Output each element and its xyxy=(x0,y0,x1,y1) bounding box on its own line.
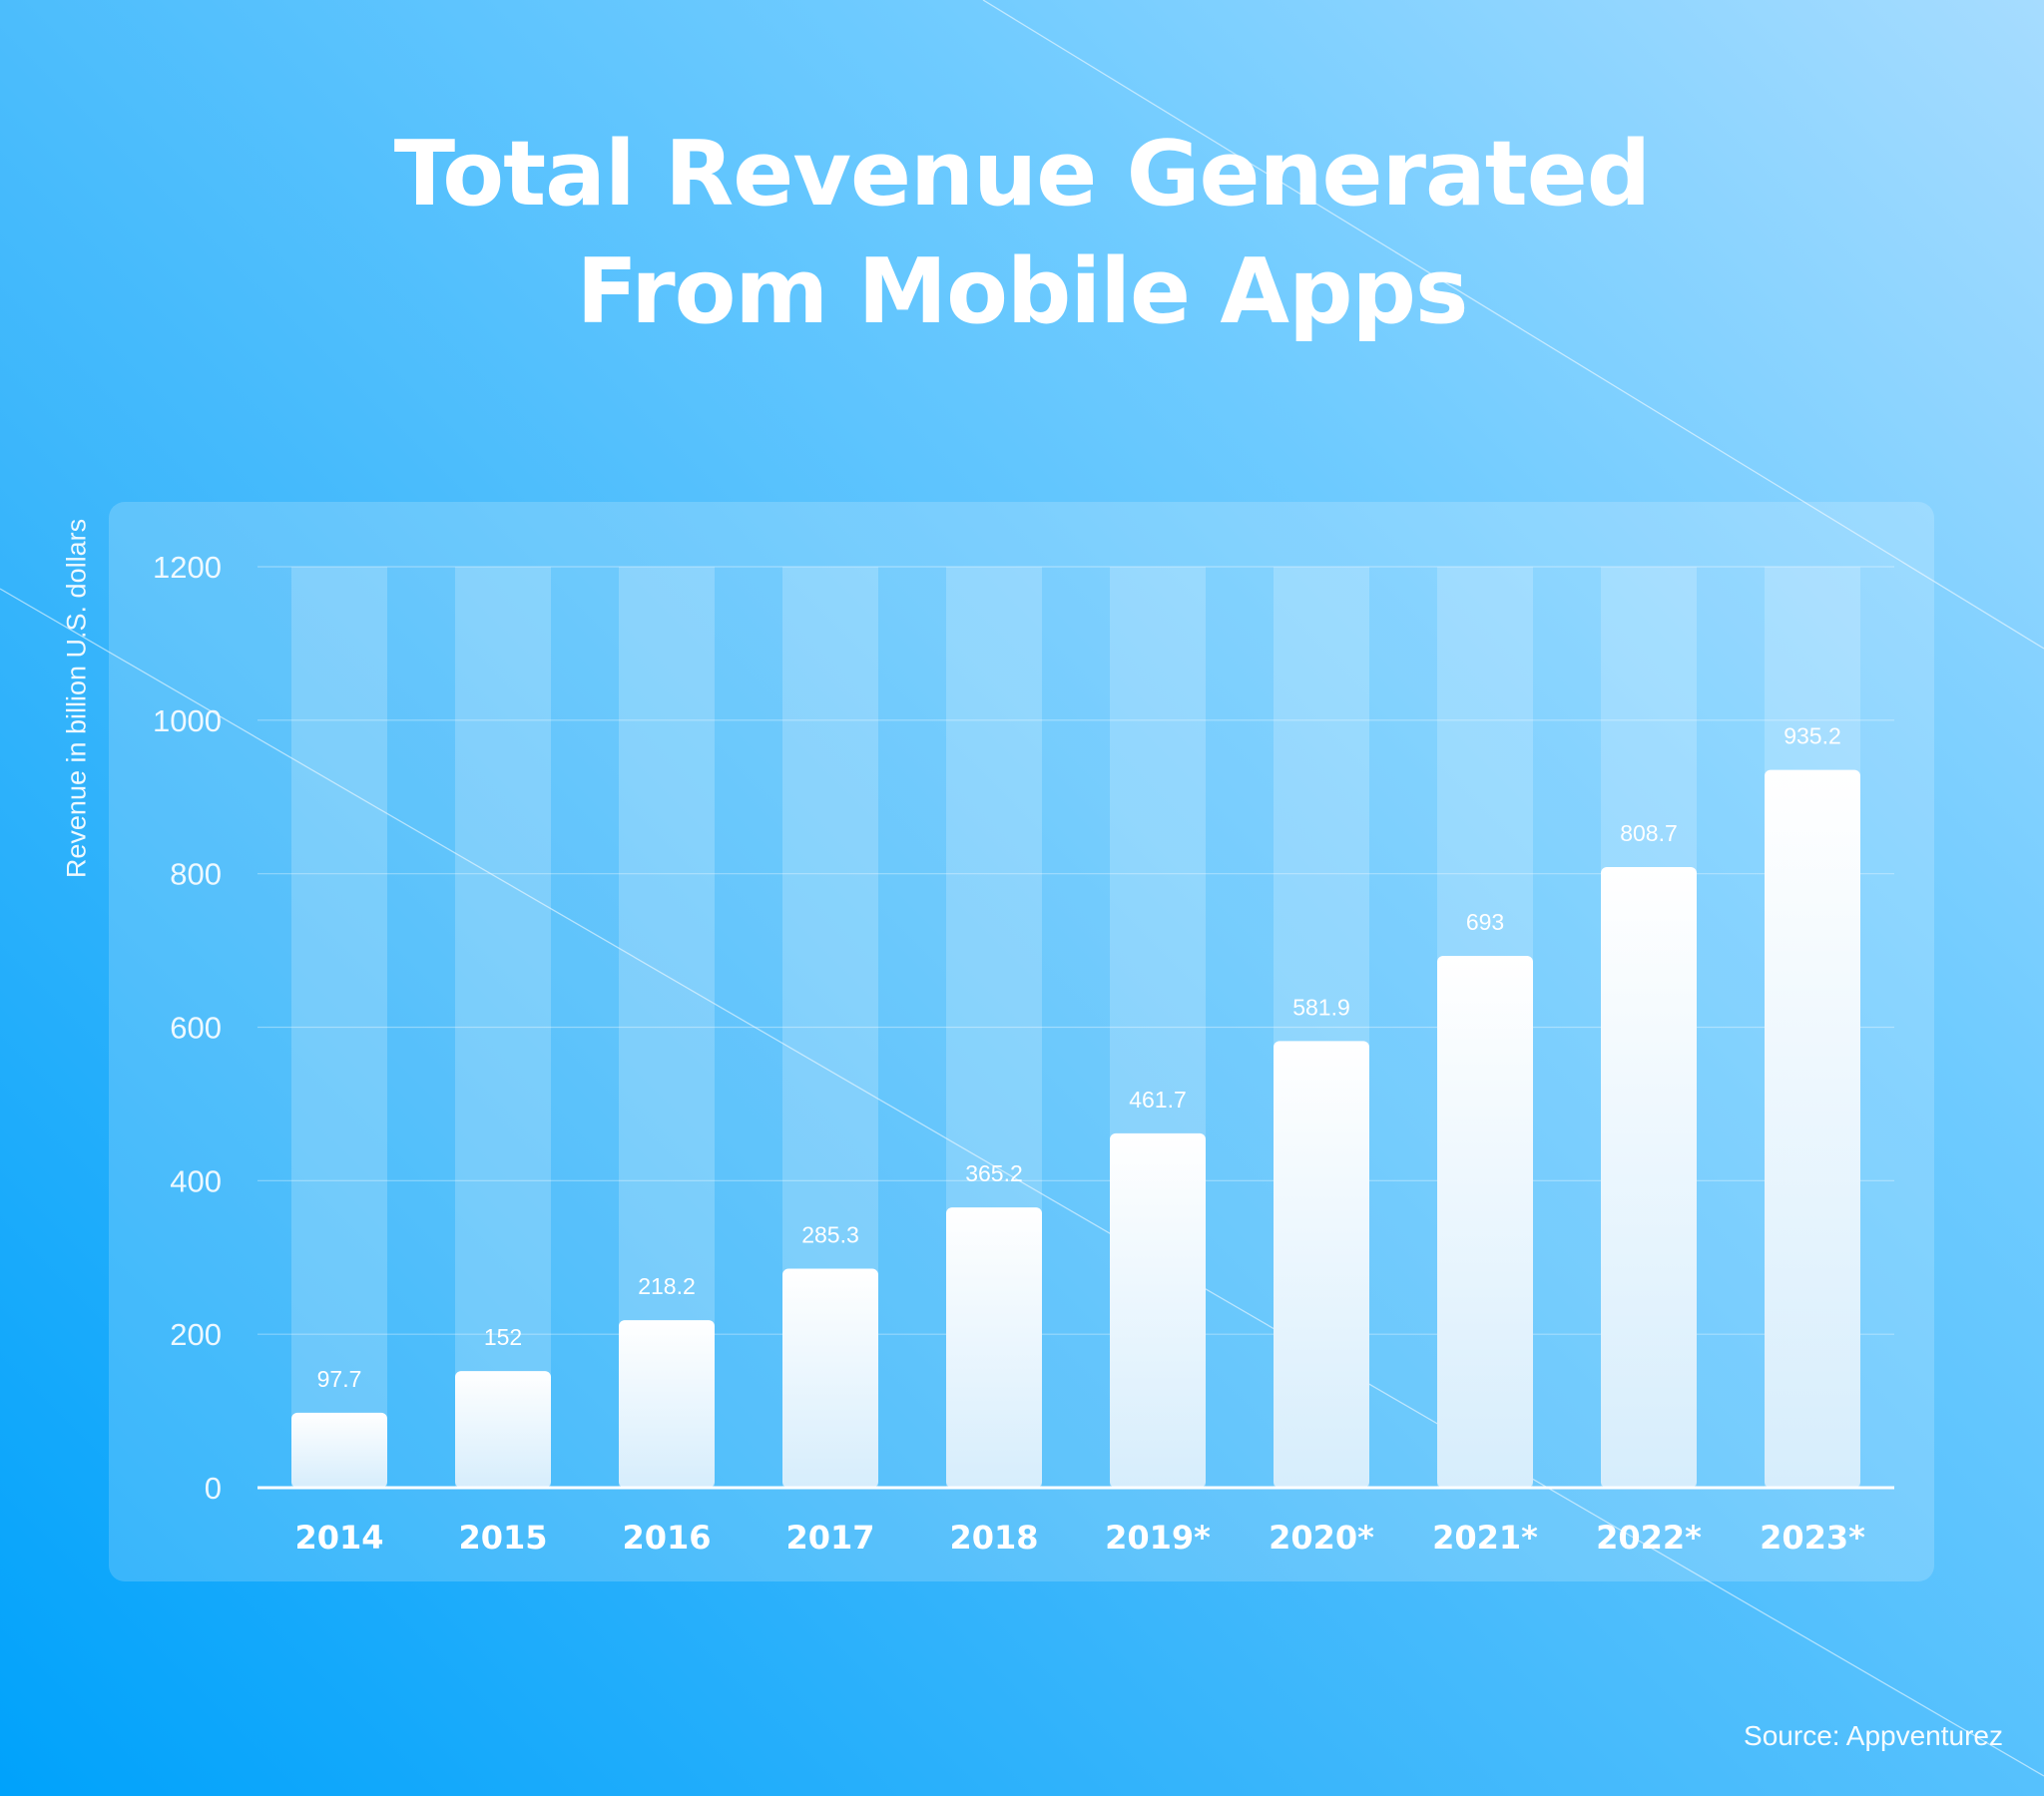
x-tick-label: 2014 xyxy=(294,1519,383,1557)
bar xyxy=(455,1371,551,1488)
chart-title-line-1: Total Revenue Generated xyxy=(393,122,1651,226)
bar-track xyxy=(291,567,387,1488)
x-tick-label: 2018 xyxy=(949,1519,1038,1557)
x-tick-label: 2017 xyxy=(785,1519,874,1557)
data-label: 808.7 xyxy=(1620,820,1678,846)
y-tick-label: 600 xyxy=(170,1011,222,1046)
bar-track xyxy=(455,567,551,1488)
bar xyxy=(1437,955,1533,1488)
x-tick-label: 2023* xyxy=(1760,1519,1865,1557)
x-tick-label: 2015 xyxy=(458,1519,547,1557)
bar xyxy=(291,1412,387,1488)
data-label: 218.2 xyxy=(638,1273,696,1299)
x-tick-label: 2016 xyxy=(622,1519,711,1557)
source-credit: Source: Appventurez xyxy=(1744,1720,2003,1751)
y-tick-label: 0 xyxy=(205,1471,222,1506)
x-tick-label: 2019* xyxy=(1105,1519,1211,1557)
bar xyxy=(1274,1041,1369,1488)
data-label: 581.9 xyxy=(1292,994,1350,1020)
y-tick-label: 400 xyxy=(170,1163,222,1198)
chart-title-line-2: From Mobile Apps xyxy=(576,239,1468,344)
chart-title: Total Revenue Generated From Mobile Apps xyxy=(0,116,2044,351)
x-tick-label: 2022* xyxy=(1596,1519,1702,1557)
y-tick-label: 1000 xyxy=(153,703,222,738)
bar xyxy=(1110,1132,1206,1488)
y-tick-label: 800 xyxy=(170,857,222,892)
x-tick-label: 2020* xyxy=(1269,1519,1374,1557)
data-label: 461.7 xyxy=(1129,1087,1187,1113)
bar xyxy=(619,1320,715,1488)
bar xyxy=(946,1207,1042,1488)
bar xyxy=(782,1268,878,1488)
data-label: 285.3 xyxy=(801,1222,859,1248)
y-tick-label: 200 xyxy=(170,1317,222,1352)
data-label: 365.2 xyxy=(965,1160,1023,1186)
data-label: 152 xyxy=(484,1324,522,1350)
data-label: 693 xyxy=(1466,909,1504,935)
data-label: 935.2 xyxy=(1784,723,1841,749)
bar xyxy=(1601,866,1697,1488)
bar xyxy=(1765,769,1860,1488)
x-tick-label: 2021* xyxy=(1432,1519,1538,1557)
y-tick-label: 1200 xyxy=(153,550,222,585)
data-label: 97.7 xyxy=(317,1366,362,1392)
